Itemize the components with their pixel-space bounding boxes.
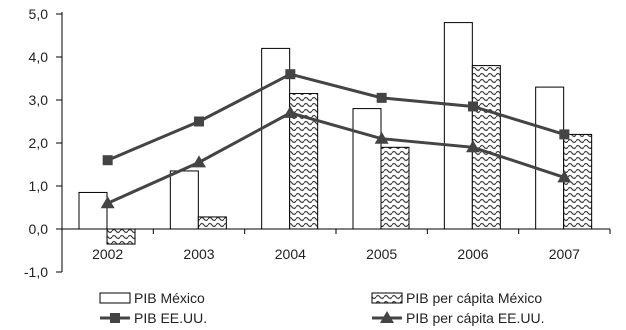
y-tick-label: 2,0 xyxy=(29,135,49,151)
marker-square xyxy=(468,101,478,112)
marker-square xyxy=(194,116,204,127)
marker-square xyxy=(376,92,387,103)
marker-triangle xyxy=(557,170,572,183)
marker-triangle xyxy=(374,131,389,144)
legend-label: PIB EE.UU. xyxy=(134,310,207,326)
marker-triangle xyxy=(100,196,115,209)
marker-square xyxy=(285,69,296,80)
bars xyxy=(78,22,593,245)
lines xyxy=(100,69,572,209)
line-pib-eeuu xyxy=(107,72,565,162)
marker-square xyxy=(102,155,113,166)
legend-label: PIB per cápita EE.UU. xyxy=(406,310,545,326)
y-axis: 5,0 4,0 3,0 2,0 1,0 0,0 -1,0 xyxy=(24,6,63,280)
x-tick-label: 2004 xyxy=(275,246,306,262)
bar-pib-mexico xyxy=(352,108,382,230)
bar-pib-per-capita-mexico xyxy=(106,228,136,245)
legend: PIB México PIB per cápita México PIB EE.UU… xyxy=(99,290,545,326)
bar-pib-mexico xyxy=(169,170,199,230)
y-tick-label: 0,0 xyxy=(29,221,49,237)
line-pib-per-capita-eeuu xyxy=(107,111,565,205)
x-tick-label: 2002 xyxy=(92,246,123,262)
x-tick-label: 2006 xyxy=(457,246,488,262)
y-tick-label: 1,0 xyxy=(29,178,49,194)
legend-marker-triangle xyxy=(380,311,394,323)
legend-swatch xyxy=(371,292,403,304)
x-tick-label: 2007 xyxy=(549,246,580,262)
marker-triangle xyxy=(466,140,480,153)
bar-pib-mexico xyxy=(443,22,473,230)
marker-triangle xyxy=(192,155,206,168)
bar-pib-mexico xyxy=(78,191,108,230)
bar-pib-per-capita-mexico xyxy=(380,146,410,230)
x-axis: 2002 2003 2004 2005 2006 2007 xyxy=(61,228,611,262)
legend-marker-square xyxy=(110,313,120,323)
legend-label: PIB México xyxy=(134,290,205,306)
y-tick-label: 3,0 xyxy=(29,92,49,108)
x-tick-label: 2005 xyxy=(366,246,397,262)
marker-triangle xyxy=(283,105,298,118)
y-tick-label: 5,0 xyxy=(29,6,49,22)
x-tick-label: 2003 xyxy=(183,246,214,262)
y-tick-label: -1,0 xyxy=(24,264,48,280)
bar-pib-mexico xyxy=(535,86,565,230)
bar-pib-per-capita-mexico xyxy=(197,216,227,230)
legend-swatch xyxy=(99,292,131,304)
marker-square xyxy=(559,129,570,140)
y-tick-label: 4,0 xyxy=(29,49,49,65)
legend-label: PIB per cápita México xyxy=(406,290,542,306)
